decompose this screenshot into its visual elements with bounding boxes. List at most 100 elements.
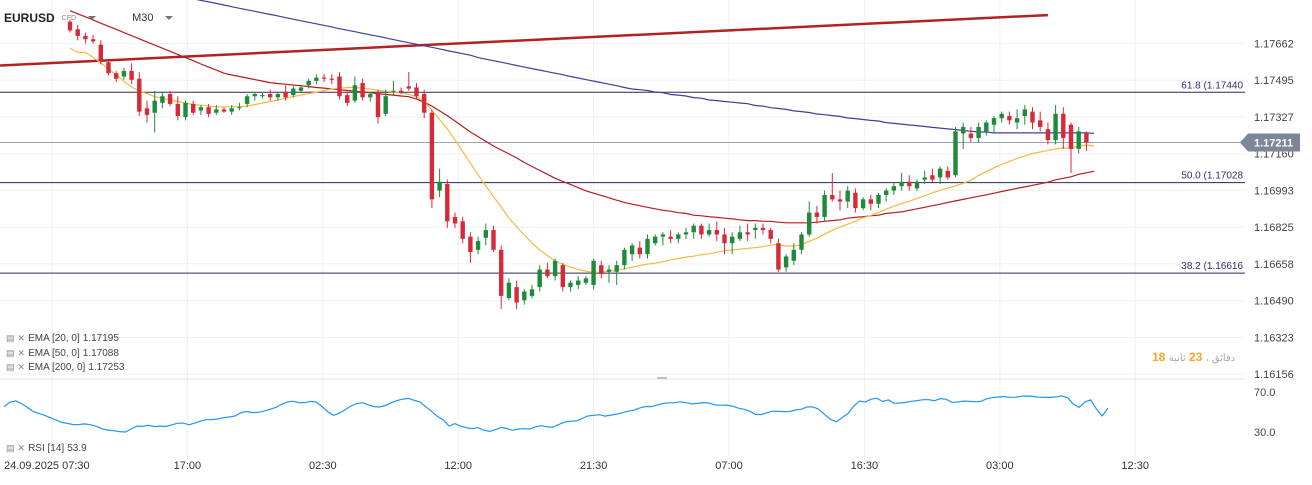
close-icon[interactable]: ✕: [17, 348, 26, 358]
legend-ema200: ▤ ✕ EMA [200, 0] 1.17253: [6, 362, 124, 373]
candle-bearish: [968, 133, 974, 138]
x-tick-label: 12:30: [1121, 460, 1149, 472]
candle-bearish: [114, 73, 119, 79]
countdown-seconds-label: ثانية: [1168, 353, 1186, 364]
candle-bullish: [437, 181, 442, 191]
candle-bearish: [1045, 129, 1051, 141]
candle-bullish: [383, 96, 388, 114]
candle-bullish: [298, 87, 304, 91]
candle-bullish: [691, 225, 696, 233]
candle-bearish: [722, 234, 727, 244]
x-tick-label: 02:30: [309, 460, 337, 472]
candle-bullish: [506, 282, 512, 299]
candle-bearish: [129, 71, 134, 80]
candle-bearish: [206, 107, 211, 114]
candle-bullish: [483, 230, 488, 238]
candle-bearish: [445, 184, 450, 222]
y-tick-label: 1.17495: [1254, 75, 1294, 87]
symbol-name[interactable]: EURUSD: [4, 11, 55, 25]
candle-bullish: [922, 177, 927, 180]
candle-bullish: [244, 96, 250, 104]
settings-icon[interactable]: ▤: [6, 333, 15, 343]
candle-bearish: [329, 78, 334, 80]
legend-ema200-label: EMA [200, 0]: [28, 362, 86, 373]
candle-bullish: [730, 236, 735, 244]
ema200-line: [196, 0, 1095, 134]
candle-bearish: [830, 194, 835, 200]
candle-bearish: [868, 199, 873, 204]
candle-bearish: [460, 221, 465, 239]
candle-bearish: [75, 29, 80, 36]
legend-ema20-value: 1.17195: [82, 333, 119, 344]
candle-bullish: [183, 102, 188, 118]
rsi-tick-label: 70.0: [1254, 387, 1275, 399]
timeframe-label[interactable]: M30: [132, 12, 154, 24]
candle-bullish: [737, 232, 743, 239]
y-tick-label: 1.17160: [1254, 149, 1294, 161]
timeframe-dropdown-chevron-icon[interactable]: [165, 16, 174, 20]
candle-bearish: [768, 230, 773, 239]
y-tick-label: 1.17662: [1254, 39, 1294, 51]
candle-bearish: [668, 236, 673, 239]
candle-bearish: [90, 39, 96, 42]
candle-bearish: [321, 77, 327, 79]
candle-bearish: [545, 269, 550, 277]
settings-icon[interactable]: ▤: [6, 348, 15, 358]
candle-bullish: [845, 190, 850, 202]
candle-bullish: [568, 282, 573, 288]
x-tick-label: 16:30: [851, 460, 879, 472]
candle-bullish: [753, 227, 758, 231]
candle-bullish: [214, 109, 219, 113]
symbol-dropdown-chevron-icon[interactable]: [88, 16, 97, 20]
rsi-tick-label: 30.0: [1254, 427, 1275, 439]
candle-bullish: [807, 212, 812, 235]
candle-bullish: [198, 107, 204, 111]
candle-bullish: [961, 126, 966, 134]
candle-bullish: [976, 126, 981, 138]
candle-bullish: [683, 232, 689, 235]
close-icon[interactable]: ✕: [17, 443, 26, 453]
legend-ema20: ▤ ✕ EMA [20, 0] 1.17195: [6, 333, 119, 344]
candle-bearish: [1068, 124, 1074, 149]
x-tick-label: 24.09.2025 07:30: [4, 460, 90, 472]
candle-bearish: [499, 249, 504, 296]
candle-bullish: [314, 77, 319, 81]
candle-bearish: [175, 103, 180, 116]
candle-bullish: [783, 256, 789, 268]
candle-bullish: [291, 88, 296, 96]
candle-bullish: [645, 238, 650, 255]
settings-icon[interactable]: ▤: [6, 443, 15, 453]
candle-bearish: [422, 94, 427, 113]
legend-ema200-value: 1.17253: [88, 362, 125, 373]
candle-bearish: [760, 227, 766, 231]
candle-bullish: [368, 94, 373, 98]
candle-bullish: [306, 80, 311, 86]
candle-bullish: [653, 236, 658, 244]
candle-bullish: [1014, 118, 1020, 123]
y-tick-label: 1.16825: [1254, 222, 1294, 234]
candle-bearish: [137, 78, 142, 112]
candle-bullish: [475, 241, 481, 250]
close-icon[interactable]: ✕: [17, 333, 26, 343]
candle-bullish: [791, 249, 796, 261]
candle-bullish: [706, 230, 712, 235]
candle-bullish: [914, 181, 920, 189]
instrument-type: CFD: [61, 14, 77, 22]
candle-bullish: [876, 194, 881, 204]
candle-bullish: [799, 234, 804, 250]
candle-bearish: [1061, 113, 1066, 138]
fib-level-label: 38.2 (1.16616: [1181, 261, 1243, 272]
settings-icon[interactable]: ▤: [6, 362, 15, 372]
candle-bearish: [599, 265, 604, 274]
y-tick-label: 1.16993: [1254, 185, 1294, 197]
candle-bearish: [514, 287, 519, 303]
candle-bearish: [283, 91, 288, 98]
close-icon[interactable]: ✕: [17, 362, 26, 372]
x-tick-label: 12:00: [444, 460, 472, 472]
y-tick-label: 1.16658: [1254, 259, 1294, 271]
candle-bullish: [622, 249, 627, 266]
legend-rsi-value: 53.9: [67, 443, 87, 454]
candle-bullish: [1053, 113, 1058, 141]
